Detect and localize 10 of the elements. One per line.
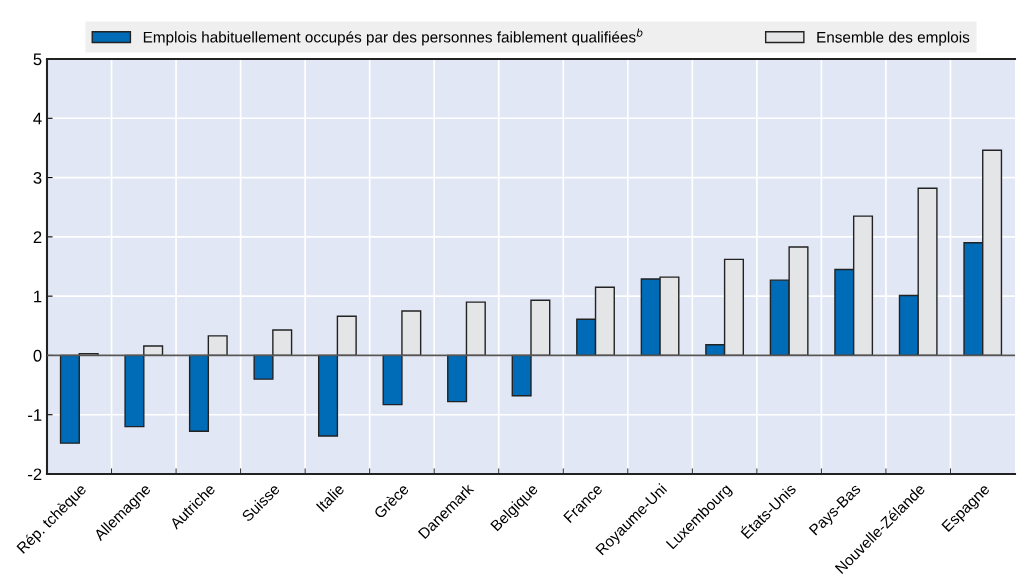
y-tick-label: 4: [33, 112, 42, 125]
y-tick-label: 5: [33, 53, 42, 66]
y-tick-label: -2: [28, 468, 42, 481]
legend-label: Ensemble des emplois: [817, 31, 970, 46]
y-tick-label: -1: [28, 409, 42, 421]
y-tick-label: 0: [33, 349, 42, 362]
legend-label: Emplois habituellement occupés par des personnes faiblement qualifiées$^{b}$: [143, 28, 643, 46]
y-tick-label: 1: [34, 290, 42, 303]
y-tick-label: 2: [33, 231, 42, 243]
y-tick-label: 3: [33, 171, 42, 184]
